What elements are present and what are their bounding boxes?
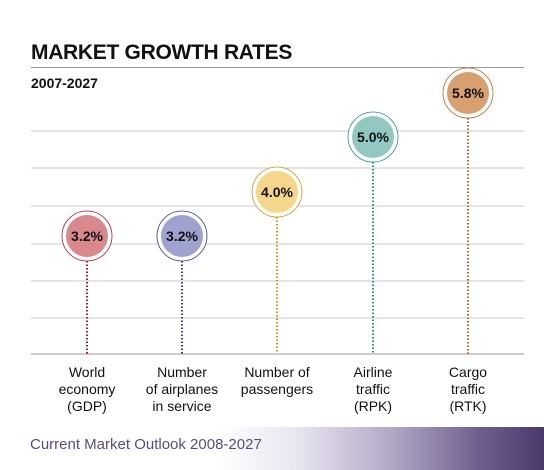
chart-subtitle: 2007-2027 xyxy=(31,75,98,91)
value-bubble xyxy=(256,171,298,213)
value-bubble xyxy=(447,72,489,114)
category-label: Airline traffic (RPK) xyxy=(353,364,393,414)
category-label: Number of airplanes in service xyxy=(145,364,219,414)
value-label: 5.0% xyxy=(357,129,389,145)
chart-title: MARKET GROWTH RATES xyxy=(31,41,293,64)
value-bubble xyxy=(161,215,203,257)
value-label: 3.2% xyxy=(166,228,198,244)
category-label: World economy (GDP) xyxy=(58,364,116,414)
value-bubble xyxy=(66,215,108,257)
value-label: 4.0% xyxy=(261,184,293,200)
category-label: Cargo traffic (RTK) xyxy=(448,364,488,414)
value-bubble xyxy=(352,116,394,158)
category-label: Number of passengers xyxy=(240,364,314,397)
value-label: 3.2% xyxy=(71,228,103,244)
footer-band xyxy=(0,427,544,470)
title-divider xyxy=(31,67,524,68)
footer-text: Current Market Outlook 2008-2027 xyxy=(30,436,262,453)
value-label: 5.8% xyxy=(452,85,484,101)
